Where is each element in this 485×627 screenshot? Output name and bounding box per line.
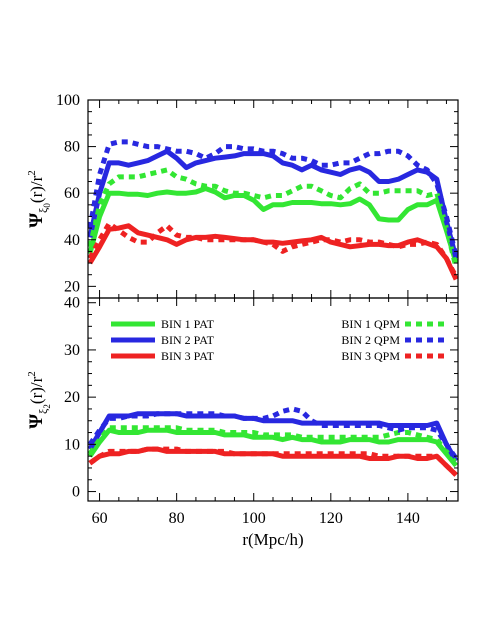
y-tick-label: 0 (72, 484, 80, 501)
y-tick-label: 10 (64, 436, 80, 453)
legend-label-bin-1-pat: BIN 1 PAT (161, 317, 215, 331)
series-line-bin-2-pat (88, 148, 458, 260)
y-tick-label: 30 (64, 342, 80, 359)
plot-frame (87, 297, 459, 502)
y-tick-label: 100 (56, 92, 80, 109)
y-axis-label-part: Ψ (26, 213, 47, 228)
x-tick-label: 100 (242, 510, 266, 527)
legend-label-bin-3-qpm: BIN 3 QPM (341, 349, 400, 363)
x-tick-label: 120 (319, 510, 343, 527)
y-axis-label-part: ξ (36, 207, 50, 213)
y-tick-label: 80 (64, 139, 80, 156)
x-axis-label: r(Mpc/h) (242, 530, 303, 549)
y-tick-label: 60 (64, 185, 80, 202)
series-line-bin-2-qpm (88, 139, 458, 257)
y-axis-label-part: ξ (36, 408, 50, 414)
series-line-bin-1-qpm (88, 425, 458, 465)
series-line-bin-3-qpm (88, 221, 458, 279)
y-tick-label: 40 (64, 232, 80, 249)
series-line-bin-1-pat (88, 186, 458, 264)
y-axis-label-part: Ψ (26, 414, 47, 429)
legend-label-bin-2-qpm: BIN 2 QPM (341, 333, 400, 347)
legend-label-bin-2-pat: BIN 2 PAT (161, 333, 215, 347)
plot-frame (87, 99, 459, 299)
y-axis-label-part: 2 (42, 404, 52, 409)
y-tick-label: 40 (64, 295, 80, 312)
y-axis-label-part: 2 (26, 371, 38, 377)
x-tick-label: 80 (169, 510, 185, 527)
legend-label-bin-1-qpm: BIN 1 QPM (341, 317, 400, 331)
y-tick-label: 20 (64, 389, 80, 406)
y-tick-label: 20 (64, 278, 80, 295)
legend-label-bin-3-pat: BIN 3 PAT (161, 349, 215, 363)
y-axis-label-part: 0 (42, 203, 52, 208)
series-line-bin-1-qpm (88, 167, 458, 269)
y-axis-label-part: (r)/r (27, 175, 46, 203)
x-tick-label: 140 (396, 510, 420, 527)
y-axis-label: Ψξ2(r)/r2 (26, 371, 52, 429)
series-line-bin-3-qpm (88, 446, 458, 477)
y-axis-label: Ψξ0(r)/r2 (26, 170, 52, 228)
legend: BIN 1 PAT BIN 2 PAT BIN 3 PAT BIN 1 QPM BIN … (111, 317, 446, 363)
x-tick-label: 60 (92, 510, 108, 527)
series-line-bin-3-pat (88, 223, 458, 281)
series-line-bin-2-pat (88, 411, 458, 463)
series-line-bin-1-pat (88, 427, 458, 468)
y-axis-label-part: 2 (26, 170, 38, 176)
y-axis-label-part: (r)/r (27, 376, 46, 404)
